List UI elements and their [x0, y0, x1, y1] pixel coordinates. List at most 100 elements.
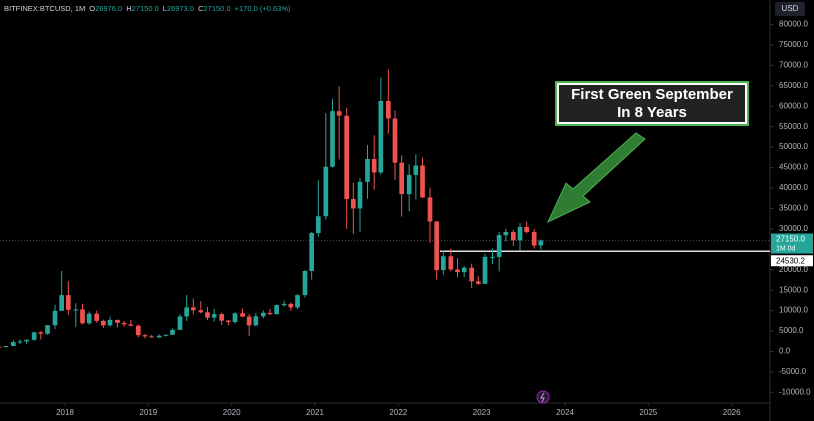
candle-body [232, 313, 238, 323]
y-tick-label: 70000.0 [779, 61, 808, 70]
x-tick-label: 2023 [473, 408, 491, 417]
y-tick-label: 45000.0 [779, 163, 808, 172]
candle-body [455, 269, 460, 273]
candle-body [253, 316, 259, 326]
candle-body [420, 165, 425, 198]
event-icon[interactable] [536, 390, 550, 404]
header: BITFINEX:BTCUSD, 1M O26976.0 H27150.0 L2697… [4, 4, 291, 13]
candle-body [392, 118, 398, 163]
y-tick-label: 75000.0 [779, 40, 808, 49]
x-tick-label: 2026 [723, 408, 741, 417]
candle-body [136, 325, 141, 336]
candle-body [0, 346, 2, 348]
candle-body [198, 310, 204, 313]
header-item: C [198, 4, 204, 13]
y-tick-label: 30000.0 [779, 224, 808, 233]
x-tick-label: 2025 [639, 408, 657, 417]
candle-body [3, 345, 9, 348]
header-value: 27150.0 [204, 4, 231, 13]
y-tick-label: 65000.0 [779, 81, 808, 90]
candle-body [59, 295, 64, 311]
candle-body [365, 158, 370, 182]
candle-body [211, 314, 217, 318]
candle-body [427, 197, 433, 222]
header-item: L [163, 4, 167, 13]
y-tick-label: 5000.0 [779, 326, 804, 335]
candle-body [52, 310, 58, 326]
y-tick-label: 20000.0 [779, 265, 808, 274]
candle-body [441, 256, 446, 271]
x-tick-label: 2021 [306, 408, 324, 417]
candle-body [156, 335, 162, 338]
annotation-text: First Green September In 8 Years [571, 86, 733, 121]
level-badge [771, 255, 813, 267]
candle-body [302, 270, 308, 296]
candle-body [274, 305, 279, 315]
candle-body [406, 174, 412, 195]
candle-body [177, 316, 183, 330]
candle-body [490, 256, 495, 258]
candle-body [240, 313, 245, 317]
candle-body [399, 162, 404, 195]
candle-body [482, 256, 488, 284]
candle-body [295, 295, 300, 308]
candle-body [24, 339, 29, 342]
price-sublabel: 1M 0d [776, 245, 796, 252]
candle-body [267, 312, 273, 315]
header-item: H [126, 4, 131, 13]
candle-body [413, 165, 419, 175]
y-tick-label: 0.0 [779, 347, 791, 356]
candle-body [31, 332, 37, 340]
candle-body [469, 267, 474, 282]
candle-body [323, 166, 329, 217]
candle-body [94, 313, 99, 321]
candle-body [80, 309, 85, 324]
candle-body [517, 226, 523, 241]
y-tick-label: -5000.0 [779, 367, 807, 376]
annotation-line: First Green September [571, 86, 733, 103]
candle-body [191, 307, 196, 311]
candle-body [288, 303, 294, 308]
header-value: 26976.0 [95, 4, 122, 13]
candle-body [11, 342, 16, 346]
candle-body [121, 322, 127, 325]
y-tick-label: -10000.0 [779, 387, 811, 396]
candle-body [261, 312, 266, 317]
candle-body [86, 313, 92, 324]
y-tick-label: 40000.0 [779, 183, 808, 192]
header-value: 27150.0 [132, 4, 159, 13]
candle-body [66, 295, 71, 310]
y-tick-label: 35000.0 [779, 204, 808, 213]
candle-body [309, 233, 314, 271]
candle-body [476, 281, 481, 284]
candle-body [351, 199, 356, 209]
candle-body [107, 319, 113, 326]
candle-body [128, 324, 134, 326]
candle-body [434, 221, 439, 271]
candle-body [281, 303, 287, 306]
candle-body [115, 319, 120, 323]
candle-body [357, 181, 363, 209]
price-label: 27150.0 [776, 235, 805, 244]
candle-body [142, 335, 148, 337]
annotation-arrow [546, 132, 646, 224]
currency-badge [775, 2, 805, 16]
candle-body [170, 329, 175, 335]
y-tick-label: 15000.0 [779, 285, 808, 294]
candle-body [45, 325, 50, 334]
x-tick-label: 2024 [556, 408, 574, 417]
candle-body [226, 320, 231, 323]
x-tick-label: 2022 [389, 408, 407, 417]
currency: USD [782, 4, 799, 13]
candle-body [336, 111, 342, 116]
candle-body [101, 320, 106, 326]
candle-body [184, 307, 189, 317]
candle-body [330, 111, 335, 167]
header-item: +170.0 (+0.63%) [235, 4, 291, 13]
candle-body [344, 115, 349, 200]
event-icon-bolt [540, 392, 545, 403]
y-tick-label: 80000.0 [779, 20, 808, 29]
